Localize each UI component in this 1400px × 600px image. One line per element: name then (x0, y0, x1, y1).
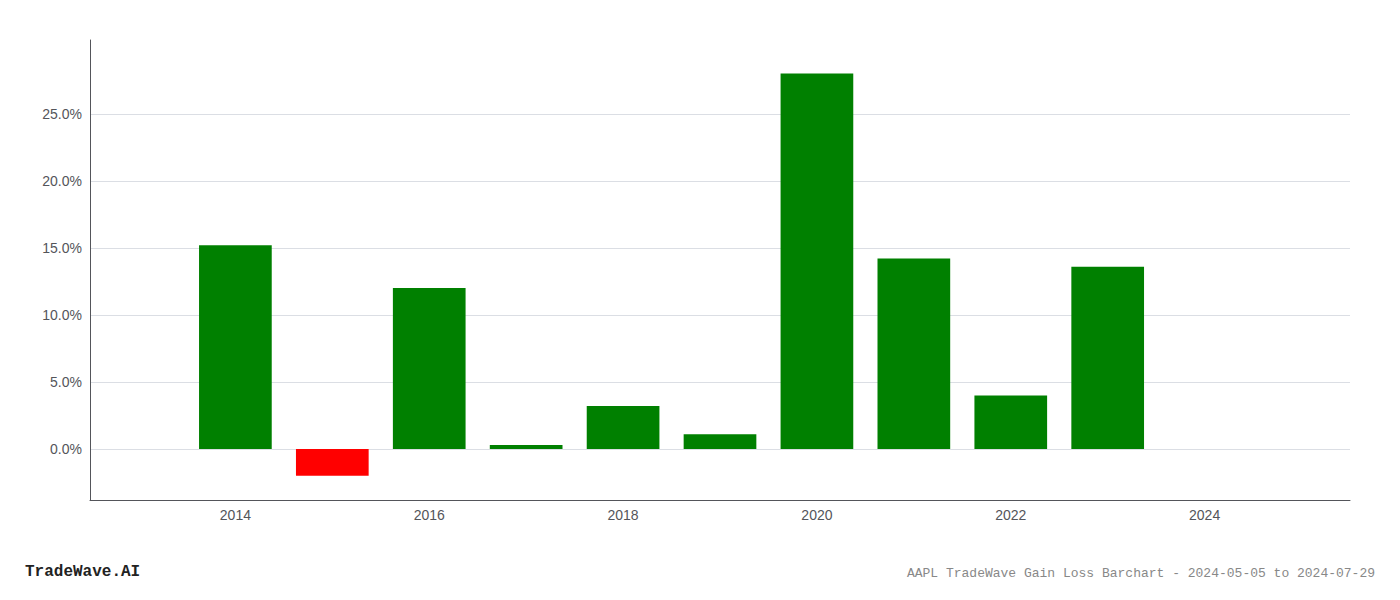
svg-text:2022: 2022 (995, 507, 1026, 523)
svg-text:20.0%: 20.0% (42, 173, 82, 189)
svg-text:0.0%: 0.0% (50, 441, 82, 457)
svg-text:2016: 2016 (414, 507, 445, 523)
svg-text:25.0%: 25.0% (42, 106, 82, 122)
svg-text:2024: 2024 (1189, 507, 1220, 523)
svg-text:AAPL TradeWave Gain Loss Barch: AAPL TradeWave Gain Loss Barchart - 2024… (907, 566, 1375, 581)
svg-text:15.0%: 15.0% (42, 240, 82, 256)
svg-text:10.0%: 10.0% (42, 307, 82, 323)
svg-text:5.0%: 5.0% (50, 374, 82, 390)
svg-text:TradeWave.AI: TradeWave.AI (25, 563, 140, 581)
svg-text:2014: 2014 (220, 507, 251, 523)
svg-text:2020: 2020 (801, 507, 832, 523)
svg-text:2018: 2018 (607, 507, 638, 523)
